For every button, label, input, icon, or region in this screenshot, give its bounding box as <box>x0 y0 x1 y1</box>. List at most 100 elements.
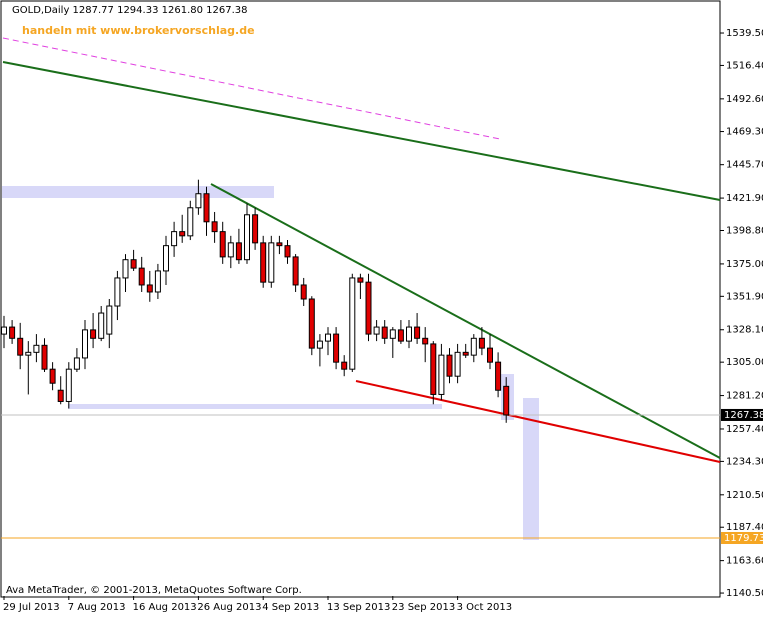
candle-body <box>163 245 169 272</box>
y-tick-label: 1234.30 <box>726 456 763 467</box>
zone <box>523 398 539 540</box>
y-tick-label: 1375.00 <box>726 259 763 270</box>
candle-body <box>41 344 48 370</box>
candle-body <box>195 193 202 209</box>
price-label-box <box>721 531 763 544</box>
candle-body <box>503 385 510 416</box>
candle-body <box>90 329 97 339</box>
candle-body <box>73 357 80 370</box>
y-tick-label: 1210.50 <box>726 490 763 501</box>
candle-body <box>252 214 259 244</box>
candle-body <box>381 326 388 339</box>
candle-body <box>438 354 445 395</box>
candle-body <box>422 337 429 345</box>
y-tick-label: 1398.80 <box>726 226 763 237</box>
candle-body <box>211 221 218 233</box>
candle-body <box>57 389 64 402</box>
y-tick-label: 1257.40 <box>726 424 763 435</box>
candle-body <box>244 214 250 261</box>
chart-title: GOLD,Daily 1287.77 1294.33 1261.80 1267.… <box>12 5 248 16</box>
candle-body <box>308 298 315 349</box>
candle-body <box>365 281 372 335</box>
candle-body <box>357 277 364 283</box>
candle-body <box>1 326 7 335</box>
candle-body <box>300 284 307 300</box>
candle-body <box>106 305 113 335</box>
trend-line <box>2 61 721 201</box>
candle-body <box>154 270 161 293</box>
candle-body <box>341 361 348 370</box>
candle-body <box>17 337 24 356</box>
candle-body <box>187 207 194 237</box>
candle-body <box>203 193 210 223</box>
candle-body <box>276 242 283 247</box>
x-tick-label: 23 Sep 2013 <box>392 602 455 613</box>
y-tick-label: 1281.20 <box>726 391 763 402</box>
y-tick-label: 1328.10 <box>726 325 763 336</box>
candle-body <box>227 242 234 258</box>
y-tick-label: 1516.40 <box>726 60 763 71</box>
candle-body <box>325 333 331 342</box>
x-tick-label: 26 Aug 2013 <box>197 602 261 613</box>
candle-body <box>406 326 412 342</box>
footer: Ava MetaTrader, © 2001-2013, MetaQuotes … <box>6 585 302 596</box>
candle-body <box>65 368 72 402</box>
y-tick-label: 1445.70 <box>726 160 763 171</box>
candle-body <box>235 242 242 261</box>
candle-body <box>470 337 477 356</box>
zone <box>68 404 442 409</box>
candle-body <box>260 242 267 283</box>
candle-body <box>268 242 275 283</box>
candle-body <box>25 351 32 356</box>
candle-body <box>454 351 461 377</box>
candle-body <box>414 326 421 339</box>
candle-body <box>333 333 340 363</box>
candle-body <box>349 277 356 370</box>
y-tick-label: 1351.90 <box>726 291 763 302</box>
candle-body <box>373 326 380 335</box>
y-tick-label: 1492.60 <box>726 94 763 105</box>
plot-frame <box>0 0 721 598</box>
candle-body <box>284 245 291 258</box>
candle-body <box>82 329 88 359</box>
candle-body <box>98 312 105 339</box>
x-tick-label: 4 Sep 2013 <box>262 602 319 613</box>
candle-body <box>49 368 56 384</box>
y-tick-label: 1421.90 <box>726 193 763 204</box>
candle-body <box>138 267 145 286</box>
y-tick-label: 1187.40 <box>726 522 763 533</box>
price-label: 1267.38 <box>724 410 763 421</box>
trend-line <box>355 380 721 463</box>
y-tick-label: 1469.30 <box>726 127 763 138</box>
candle-body <box>462 351 469 356</box>
watermark: handeln mit www.brokervorschlag.de <box>22 24 255 37</box>
y-tick-label: 1163.60 <box>726 556 763 567</box>
candle-body <box>179 231 186 237</box>
x-tick-label: 16 Aug 2013 <box>133 602 197 613</box>
candle-body <box>171 231 178 247</box>
candle-body <box>487 347 493 363</box>
candle-body <box>33 344 40 353</box>
price-label-box <box>721 408 763 421</box>
x-tick-label: 13 Sep 2013 <box>327 602 390 613</box>
x-tick-label: 29 Jul 2013 <box>3 602 60 613</box>
candle-body <box>430 343 437 395</box>
candle-body <box>219 231 226 258</box>
candle-body <box>495 361 502 391</box>
candle-body <box>122 259 129 279</box>
candle-body <box>114 277 121 307</box>
price-label: 1179.73 <box>724 533 763 544</box>
y-tick-label: 1140.50 <box>726 588 763 599</box>
candle-body <box>316 340 323 349</box>
candle-body <box>389 329 396 339</box>
candle-body <box>9 326 16 339</box>
candle-body <box>446 354 453 377</box>
candle-body <box>397 329 404 342</box>
candle-body <box>146 284 153 293</box>
candle-body <box>292 256 299 286</box>
candle-body <box>130 259 137 269</box>
x-tick-label: 7 Aug 2013 <box>68 602 126 613</box>
y-tick-label: 1539.50 <box>726 28 763 39</box>
